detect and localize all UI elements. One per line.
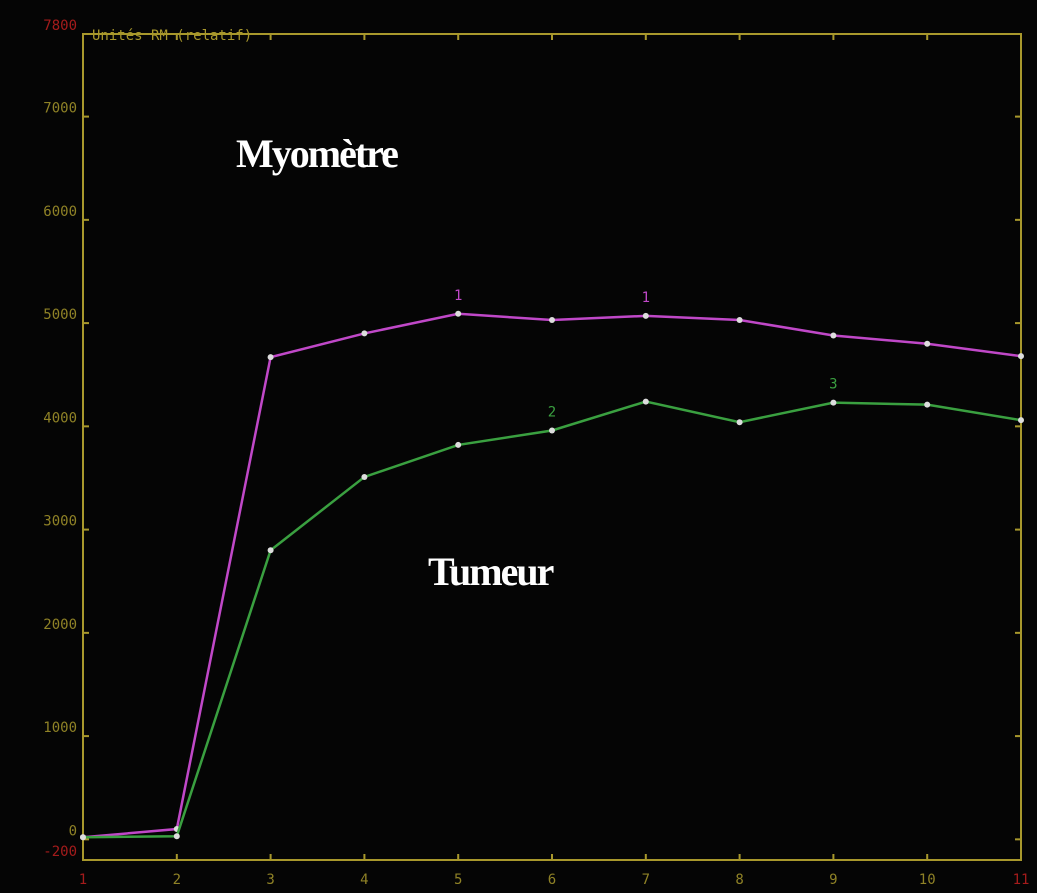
- y-tick-label: 3000: [43, 514, 77, 530]
- data-point: [830, 399, 837, 406]
- y-tick-label: 6000: [43, 204, 77, 220]
- x-tick-label: 6: [548, 872, 556, 888]
- y-tick-label: 7800: [43, 18, 77, 34]
- x-tick-label: 11: [1013, 872, 1030, 888]
- data-point: [173, 833, 180, 840]
- point-label: 1: [642, 290, 650, 306]
- data-point: [267, 354, 274, 361]
- y-tick-label: 5000: [43, 307, 77, 323]
- y-tick-label: 2000: [43, 617, 77, 633]
- x-tick-label: 5: [454, 872, 462, 888]
- x-tick-label: 1: [79, 872, 87, 888]
- data-point: [830, 332, 837, 339]
- x-tick-label: 7: [642, 872, 650, 888]
- x-tick-label: 8: [735, 872, 743, 888]
- data-point: [361, 330, 368, 337]
- y-tick-label: -200: [43, 844, 77, 860]
- y-tick-label: 1000: [43, 720, 77, 736]
- x-tick-label: 2: [173, 872, 181, 888]
- data-point: [455, 310, 462, 317]
- data-point: [736, 317, 743, 324]
- data-point: [361, 473, 368, 480]
- chart-title: Unités RM (relatif): [92, 28, 252, 44]
- data-point: [455, 441, 462, 448]
- data-point: [924, 340, 931, 347]
- data-point: [736, 419, 743, 426]
- data-point: [1018, 417, 1024, 424]
- data-point: [924, 401, 931, 408]
- point-label: 1: [454, 288, 462, 304]
- data-point: [549, 427, 555, 434]
- data-point: [1018, 353, 1024, 360]
- data-point: [642, 312, 649, 319]
- annotation: Myomètre: [236, 131, 398, 176]
- point-label: 3: [829, 377, 837, 393]
- y-tick-label: 7000: [43, 101, 77, 117]
- data-point: [80, 834, 86, 841]
- data-point: [642, 398, 649, 405]
- y-tick-label: 4000: [43, 410, 77, 426]
- point-label: 2: [548, 404, 556, 420]
- data-point: [549, 317, 555, 324]
- y-tick-label: 0: [69, 823, 77, 839]
- x-tick-label: 9: [829, 872, 837, 888]
- x-tick-label: 4: [360, 872, 368, 888]
- data-point: [267, 547, 274, 554]
- annotation: Tumeur: [428, 549, 554, 594]
- x-tick-label: 10: [919, 872, 936, 888]
- x-tick-label: 3: [266, 872, 274, 888]
